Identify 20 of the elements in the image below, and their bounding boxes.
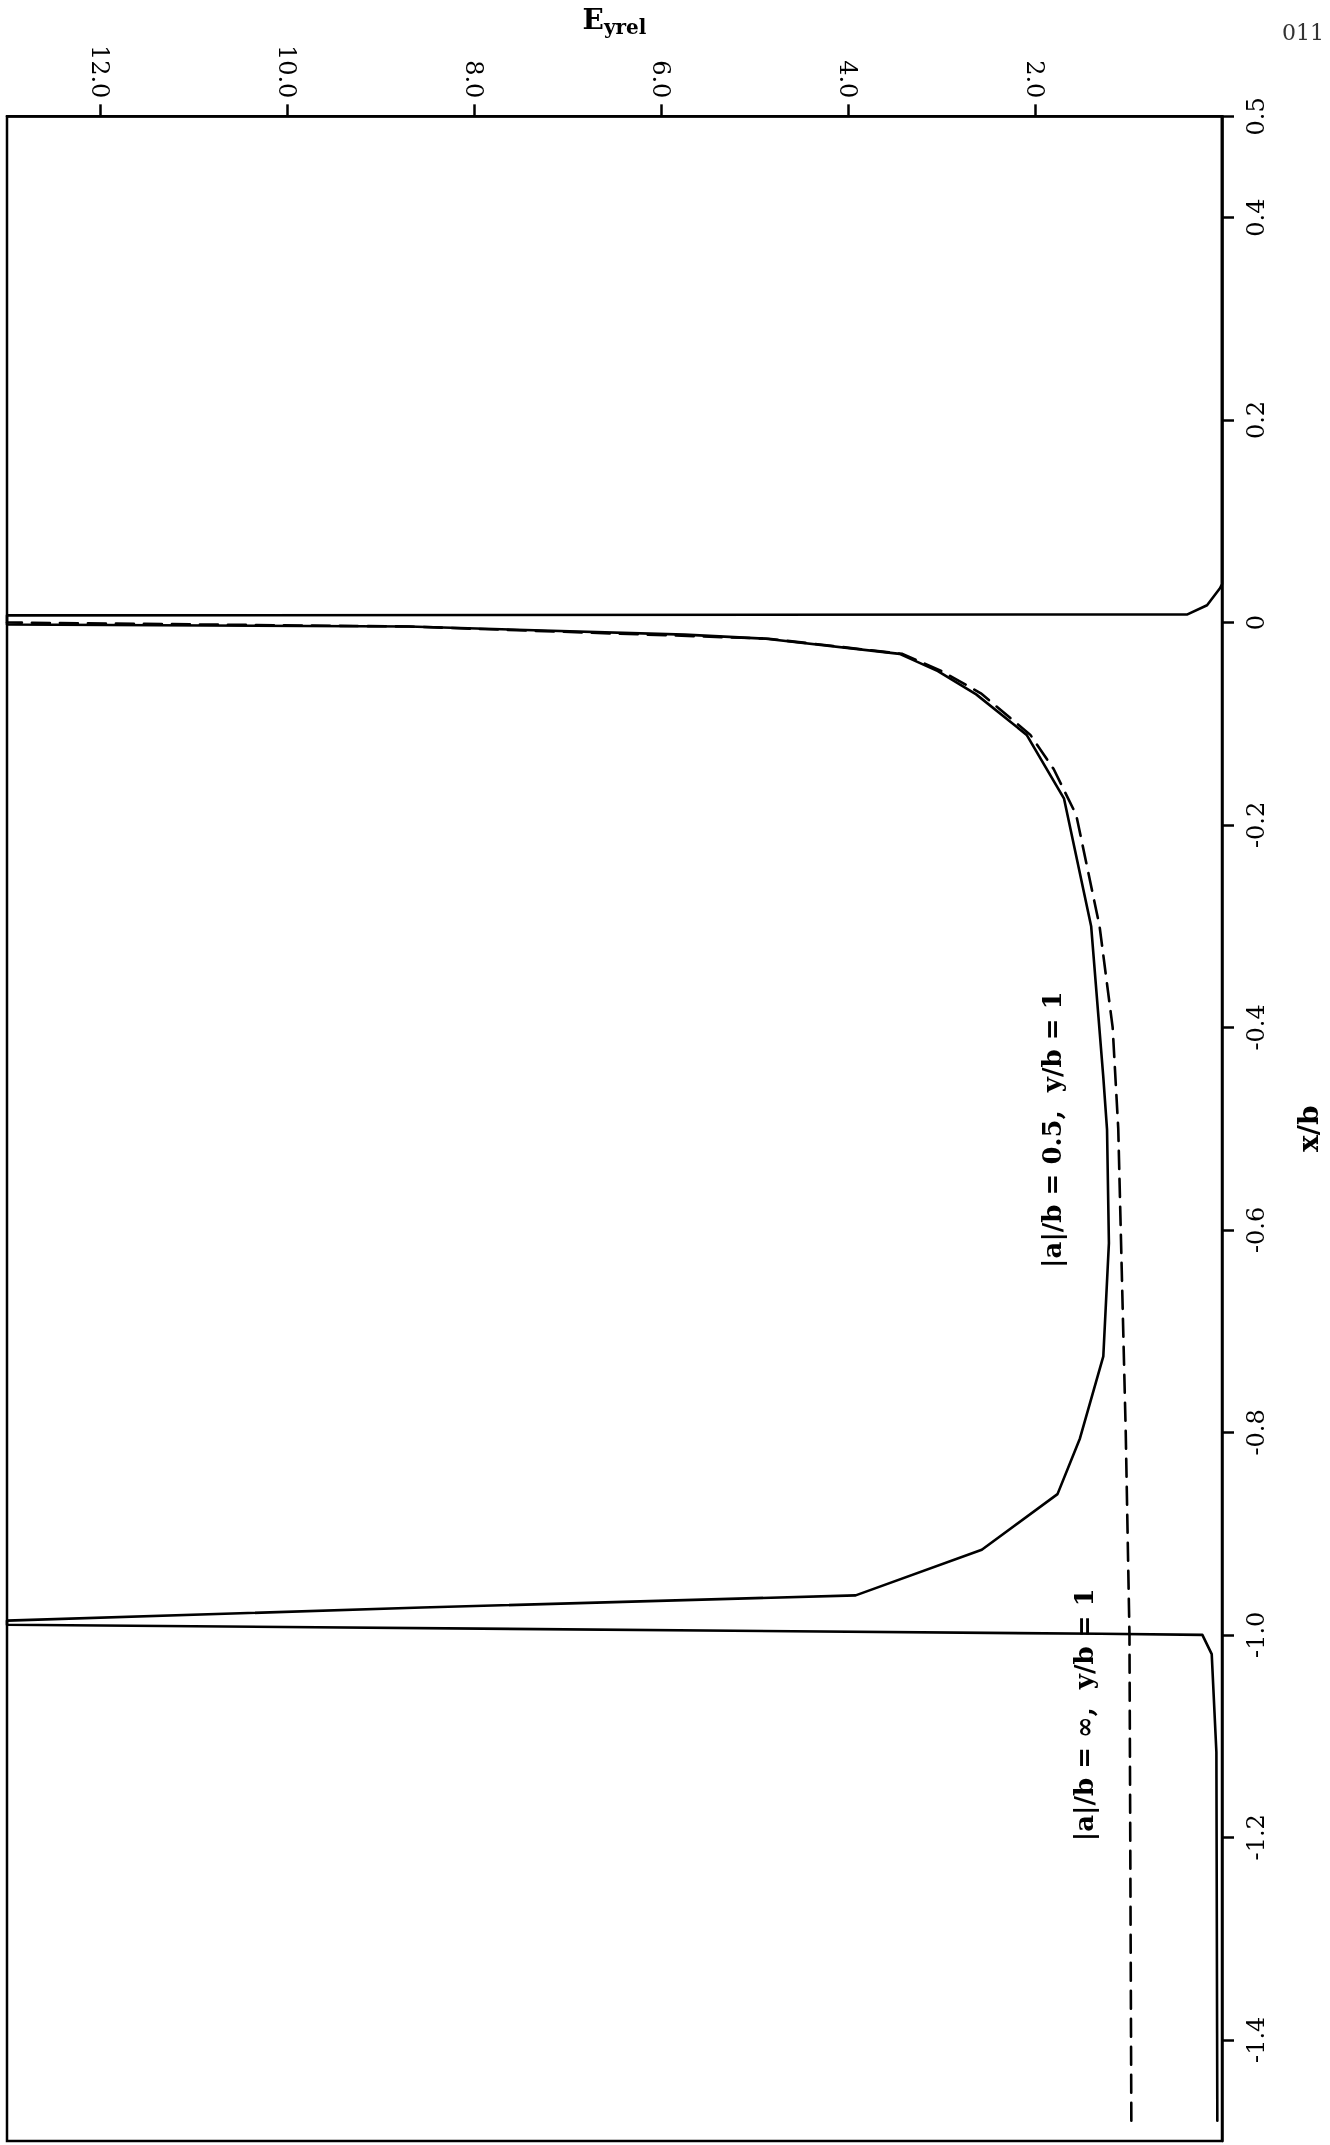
y-tick-label: -0.8 bbox=[1242, 1409, 1270, 1456]
y-tick-label: 0.2 bbox=[1242, 400, 1270, 440]
x-tick-label: 6.0 bbox=[647, 60, 676, 99]
y-tick-label: -1.2 bbox=[1242, 1814, 1270, 1861]
text: 011 bbox=[1282, 20, 1324, 45]
y-tick-label: -1.0 bbox=[1242, 1611, 1270, 1658]
y-tick-label: 0.5 bbox=[1242, 97, 1270, 136]
x-tick-label: 10.0 bbox=[273, 44, 302, 99]
y-tick-label: 0.4 bbox=[1242, 198, 1270, 237]
x-tick-label: 12.0 bbox=[86, 44, 115, 99]
y-tick-label: -0.6 bbox=[1242, 1206, 1270, 1254]
x-tick-label: 8.0 bbox=[460, 60, 489, 99]
text: |a|/b = 0.5, y/b = 1 bbox=[1037, 991, 1068, 1268]
x-tick-label: 4.0 bbox=[834, 60, 863, 99]
y-tick-label: 0 bbox=[1242, 614, 1270, 631]
y-axis-title: x/b bbox=[1291, 1105, 1325, 1152]
y-tick-label: -1.4 bbox=[1242, 2016, 1270, 2063]
y-tick-label: -0.4 bbox=[1242, 1004, 1270, 1051]
y-tick-label: -0.2 bbox=[1242, 801, 1270, 849]
x-tick-label: 2.0 bbox=[1021, 60, 1050, 99]
